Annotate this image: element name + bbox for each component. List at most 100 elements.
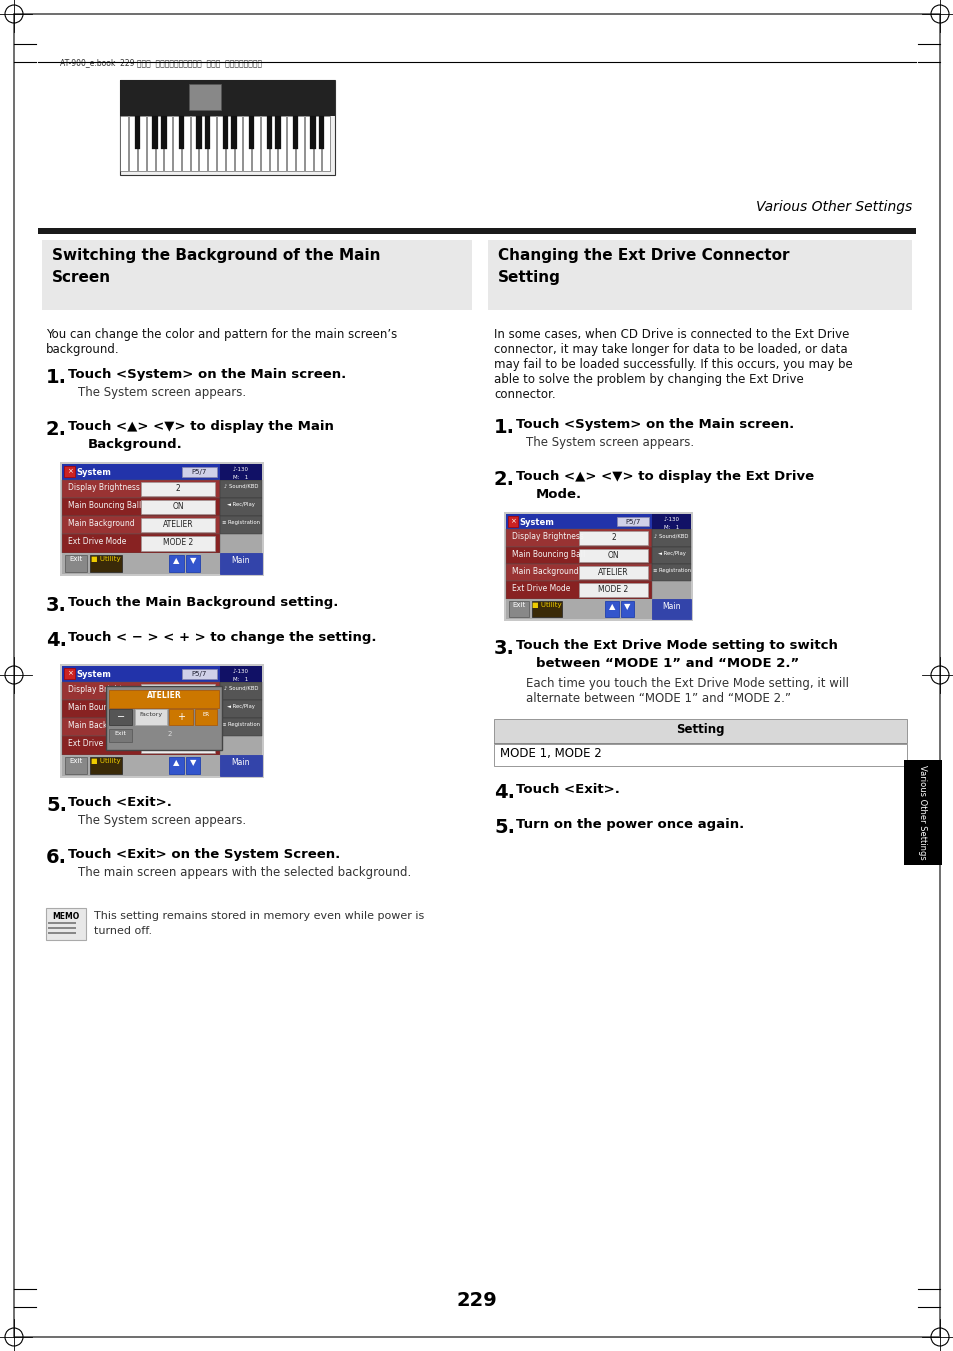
Text: ◄ Rec/Play: ◄ Rec/Play: [227, 704, 254, 709]
Text: ▲: ▲: [173, 555, 179, 565]
Text: 229: 229: [456, 1292, 497, 1310]
Bar: [109, 690, 219, 708]
Text: ×: ×: [67, 670, 72, 676]
Text: Touch the Main Background setting.: Touch the Main Background setting.: [68, 596, 338, 609]
Text: Exit: Exit: [512, 601, 525, 608]
Text: connector.: connector.: [494, 388, 555, 401]
Text: between “MODE 1” and “MODE 2.”: between “MODE 1” and “MODE 2.”: [536, 657, 799, 670]
Bar: [220, 463, 262, 574]
Text: ♪-130: ♪-130: [663, 517, 679, 521]
Bar: [189, 84, 221, 111]
Text: 4.: 4.: [494, 784, 515, 802]
Bar: [260, 116, 269, 172]
Bar: [234, 116, 242, 172]
Text: ATELIER: ATELIER: [163, 723, 193, 731]
Text: Turn on the power once again.: Turn on the power once again.: [516, 817, 743, 831]
Bar: [578, 584, 647, 597]
Bar: [62, 516, 220, 535]
Bar: [141, 739, 215, 753]
Text: Touch <Exit>.: Touch <Exit>.: [68, 796, 172, 809]
Text: turned off.: turned off.: [94, 925, 152, 936]
Text: Touch <Exit> on the System Screen.: Touch <Exit> on the System Screen.: [68, 848, 340, 861]
Bar: [532, 601, 561, 617]
Bar: [182, 116, 190, 172]
Bar: [62, 736, 220, 755]
Bar: [322, 116, 330, 172]
Bar: [275, 116, 280, 150]
Bar: [505, 530, 652, 547]
Text: Various Other Settings: Various Other Settings: [918, 765, 926, 859]
Bar: [222, 116, 228, 150]
Bar: [605, 601, 618, 617]
Bar: [62, 755, 220, 775]
Text: ♪ Sound/KBD: ♪ Sound/KBD: [224, 484, 258, 489]
Text: P5/7: P5/7: [625, 519, 640, 526]
Text: Touch <Exit>.: Touch <Exit>.: [516, 784, 619, 796]
Text: Factory: Factory: [139, 712, 162, 717]
Bar: [186, 757, 200, 774]
Text: ×: ×: [67, 467, 72, 474]
Bar: [62, 719, 220, 736]
Bar: [216, 116, 225, 172]
Text: able to solve the problem by changing the Ext Drive: able to solve the problem by changing th…: [494, 373, 803, 386]
Bar: [220, 480, 262, 499]
Text: ≡ Registration: ≡ Registration: [652, 567, 690, 573]
Bar: [494, 719, 906, 743]
Bar: [505, 598, 652, 619]
Bar: [60, 462, 264, 576]
Bar: [48, 932, 76, 934]
Bar: [293, 116, 298, 150]
Text: The System screen appears.: The System screen appears.: [78, 815, 246, 827]
Bar: [141, 500, 215, 515]
Text: Changing the Ext Drive Connector: Changing the Ext Drive Connector: [497, 249, 789, 263]
Text: Various Other Settings: Various Other Settings: [755, 200, 911, 213]
Text: The System screen appears.: The System screen appears.: [78, 386, 246, 399]
Text: MEMO: MEMO: [52, 912, 79, 921]
Bar: [505, 581, 652, 598]
Bar: [152, 116, 157, 150]
Bar: [220, 682, 262, 700]
Text: ATELIER: ATELIER: [147, 690, 181, 700]
Text: Main Background: Main Background: [68, 519, 134, 528]
Text: may fail to be loaded successfully. If this occurs, you may be: may fail to be loaded successfully. If t…: [494, 358, 852, 372]
Bar: [652, 513, 690, 619]
Text: +: +: [176, 712, 185, 721]
Text: Main: Main: [232, 758, 250, 766]
Text: 4.: 4.: [46, 631, 67, 650]
Text: Main Bouncing Ball: Main Bouncing Ball: [68, 703, 141, 712]
Bar: [178, 116, 184, 150]
Text: Main Background: Main Background: [512, 567, 578, 576]
Bar: [314, 116, 321, 172]
Text: Main Bouncing Ball: Main Bouncing Ball: [512, 550, 584, 558]
Bar: [220, 463, 262, 480]
Bar: [90, 757, 122, 774]
Text: 6.: 6.: [46, 848, 67, 867]
Bar: [287, 116, 294, 172]
Text: Ext Drive Mode: Ext Drive Mode: [68, 739, 126, 748]
Bar: [182, 467, 216, 477]
Bar: [578, 566, 647, 580]
Text: Switching the Background of the Main: Switching the Background of the Main: [52, 249, 380, 263]
Bar: [141, 536, 215, 551]
Bar: [507, 516, 518, 527]
Text: Ext Drive Mode: Ext Drive Mode: [68, 538, 126, 546]
Bar: [141, 684, 215, 698]
Bar: [161, 116, 167, 150]
Text: M:   1: M: 1: [233, 476, 249, 480]
Text: ■ Utility: ■ Utility: [532, 601, 561, 608]
Bar: [199, 116, 207, 172]
Bar: [141, 720, 215, 735]
Text: ♪ Sound/KBD: ♪ Sound/KBD: [224, 686, 258, 690]
Text: Main: Main: [661, 601, 680, 611]
Text: ▼: ▼: [190, 758, 195, 766]
Bar: [220, 700, 262, 719]
Bar: [903, 761, 941, 865]
Bar: [120, 80, 335, 116]
Text: Touch <▲> <▼> to display the Ext Drive: Touch <▲> <▼> to display the Ext Drive: [516, 470, 813, 484]
Bar: [310, 116, 315, 150]
Text: 1.: 1.: [494, 417, 515, 436]
Bar: [62, 480, 220, 499]
Bar: [319, 116, 324, 150]
Text: ON: ON: [172, 704, 184, 713]
Bar: [186, 554, 200, 571]
